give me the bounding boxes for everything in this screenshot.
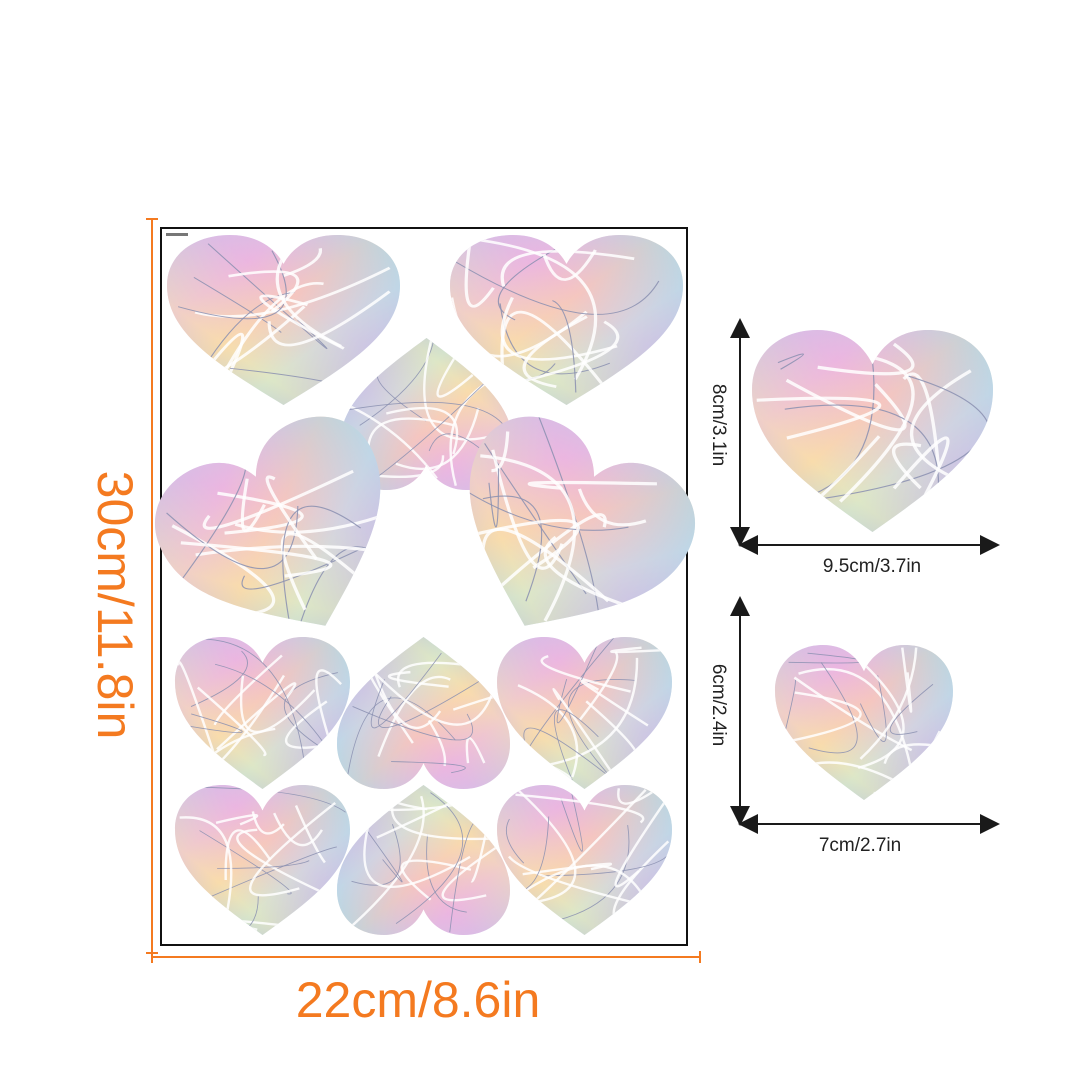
heart-sticker xyxy=(450,235,683,405)
sheet-width-label: 22cm/8.6in xyxy=(295,972,541,1028)
heart-sticker xyxy=(497,637,672,789)
heart-sticker xyxy=(167,235,400,406)
sheet-height-label: 30cm/11.8in xyxy=(87,470,143,740)
large-heart-width-label: 9.5cm/3.7in xyxy=(822,556,922,577)
heart-sticker xyxy=(175,785,350,936)
large-heart-sample xyxy=(752,330,993,532)
heart-sticker xyxy=(497,785,672,935)
heart-sticker xyxy=(175,637,350,790)
small-heart-height-label: 6cm/2.4in xyxy=(708,663,729,747)
heart-sticker xyxy=(337,785,510,935)
heart-sticker xyxy=(154,416,405,641)
sheet-width-dimension-line xyxy=(151,951,701,963)
sheet-fine-print xyxy=(166,233,188,236)
heart-sticker xyxy=(340,337,513,490)
small-heart-width-label: 7cm/2.7in xyxy=(818,835,902,856)
heart-sticker xyxy=(438,413,696,663)
small-heart-sample xyxy=(775,645,953,800)
large-heart-height-label: 8cm/3.1in xyxy=(708,383,729,467)
heart-sticker xyxy=(337,636,510,789)
sheet-height-dimension-line xyxy=(146,218,158,954)
